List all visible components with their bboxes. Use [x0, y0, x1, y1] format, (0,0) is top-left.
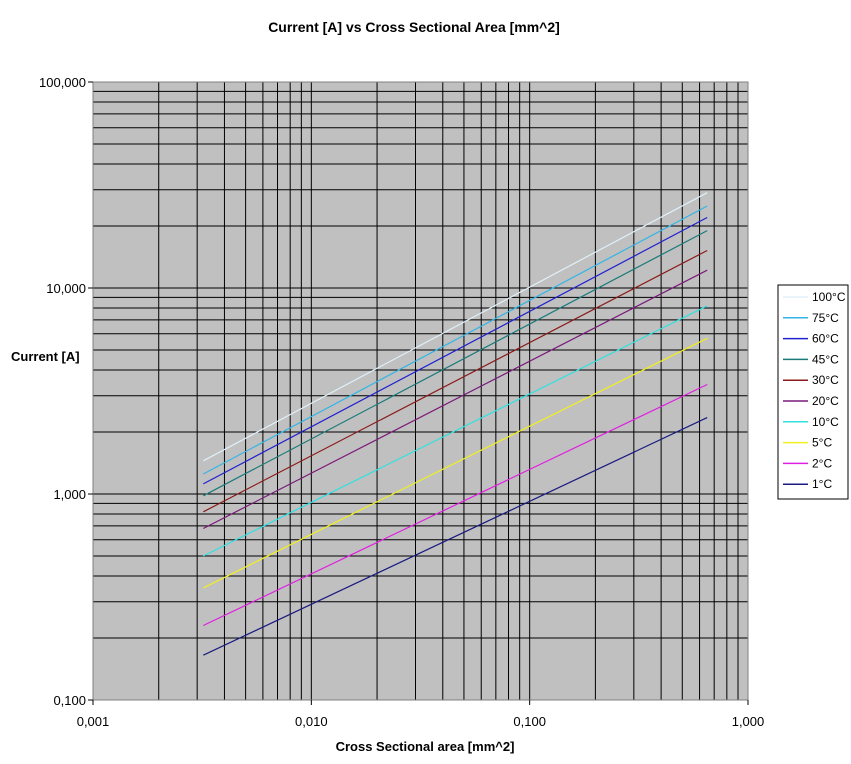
- legend-label: 5°C: [812, 436, 832, 450]
- series-lines: [203, 192, 708, 656]
- x-tick-label: 1,000: [732, 714, 765, 729]
- legend-label: 20°C: [812, 394, 839, 408]
- y-tick-label: 10,000: [46, 281, 86, 296]
- y-axis-title: Current [A]: [11, 349, 80, 364]
- series-line-60c: [203, 216, 708, 485]
- legend-label: 60°C: [812, 332, 839, 346]
- legend-label: 45°C: [812, 352, 839, 366]
- plot-background: [93, 82, 748, 700]
- series-line-1c: [203, 417, 708, 656]
- grid-lines: [92, 82, 748, 701]
- plot-border: [92, 81, 749, 701]
- legend-label: 1°C: [812, 477, 832, 491]
- y-tick-label: 0,100: [53, 693, 86, 708]
- series-line-10c: [203, 305, 708, 557]
- y-tick-label: 1,000: [53, 487, 86, 502]
- legend-label: 100°C: [812, 290, 846, 304]
- x-axis-title: Cross Sectional area [mm^2]: [336, 739, 515, 754]
- legend-label: 30°C: [812, 373, 839, 387]
- y-axis: 0,100 1,000 10,000 100,000: [39, 75, 93, 708]
- series-line-100c: [203, 192, 708, 462]
- series-line-2c: [203, 383, 708, 627]
- series-line-5c: [203, 337, 708, 589]
- x-axis: 0,001 0,010 0,100 1,000: [77, 700, 765, 729]
- series-line-20c: [203, 269, 708, 530]
- legend: 100°C 75°C 60°C 45°C 30°C 20°C 10°C 5°C 2°C 1°C: [777, 284, 849, 500]
- series-line-30c: [203, 249, 708, 513]
- y-tick-label: 100,000: [39, 75, 86, 90]
- plot-area: [92, 81, 749, 701]
- x-tick-label: 0,010: [295, 714, 328, 729]
- x-tick-label: 0,001: [77, 714, 110, 729]
- chart-title: Current [A] vs Cross Sectional Area [mm^…: [268, 19, 560, 35]
- series-line-75c: [203, 205, 708, 475]
- series-line-45c: [203, 230, 708, 497]
- legend-label: 2°C: [812, 456, 832, 470]
- x-tick-label: 0,100: [513, 714, 546, 729]
- legend-label: 75°C: [812, 311, 839, 325]
- legend-label: 10°C: [812, 415, 839, 429]
